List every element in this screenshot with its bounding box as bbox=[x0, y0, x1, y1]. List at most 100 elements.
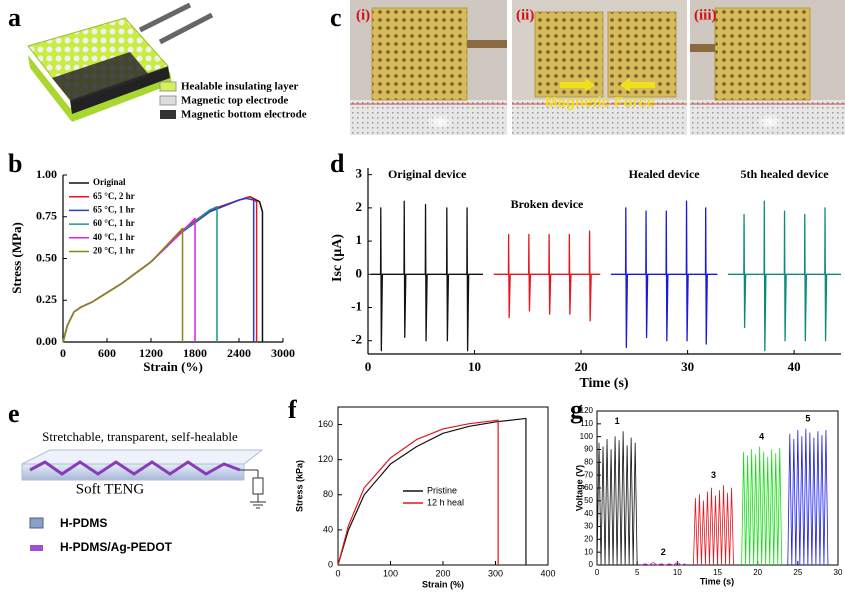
legend-text: 65 °C, 1 hr bbox=[93, 204, 135, 214]
x-tick-label: 25 bbox=[793, 568, 802, 577]
x-tick-label: 30 bbox=[681, 359, 694, 374]
series-label: Healed device bbox=[629, 167, 701, 181]
x-axis-label: Time (s) bbox=[700, 576, 734, 586]
device-illustration bbox=[27, 2, 214, 122]
series-line bbox=[493, 230, 601, 322]
panel-label: a bbox=[8, 3, 21, 32]
y-tick-label: 0 bbox=[328, 559, 333, 569]
y-tick-label: 0.25 bbox=[36, 292, 57, 306]
y-tick-label: 0.00 bbox=[36, 334, 57, 348]
y-tick-label: 0 bbox=[356, 265, 363, 280]
x-tick-label: 0 bbox=[595, 568, 600, 577]
y-axis-label: Voltage (V) bbox=[574, 465, 584, 511]
photo-label: (iii) bbox=[694, 7, 717, 23]
x-tick-label: 1800 bbox=[183, 346, 207, 360]
y-tick-label: 110 bbox=[580, 419, 593, 428]
legend-swatch bbox=[159, 95, 177, 106]
x-tick-label: 1200 bbox=[139, 346, 163, 360]
legend-text: 20 °C, 1 hr bbox=[93, 246, 135, 256]
y-tick-label: 160 bbox=[318, 419, 333, 429]
series-label: 2 bbox=[661, 547, 666, 557]
series-line bbox=[596, 431, 638, 566]
series-line bbox=[741, 446, 783, 566]
x-tick-label: 5 bbox=[635, 568, 640, 577]
x-tick-label: 20 bbox=[575, 359, 588, 374]
legend-text: Original bbox=[93, 177, 126, 187]
y-tick-label: 30 bbox=[584, 522, 593, 531]
series-label: 3 bbox=[711, 470, 716, 480]
legend-text: 12 h heal bbox=[427, 497, 464, 507]
x-axis-label: Strain (%) bbox=[143, 359, 203, 374]
x-axis-label: Strain (%) bbox=[422, 579, 464, 589]
y-tick-label: 100 bbox=[580, 432, 594, 441]
panel-label: e bbox=[8, 399, 20, 428]
y-tick-label: 50 bbox=[584, 496, 593, 505]
photo bbox=[350, 0, 507, 135]
legend-text: Healable insulating layer bbox=[181, 81, 298, 93]
legend-text: 60 °C, 1 hr bbox=[93, 218, 135, 228]
y-tick-label: 80 bbox=[584, 457, 593, 466]
photo-label: (ii) bbox=[516, 7, 534, 23]
x-tick-label: 3000 bbox=[271, 346, 295, 360]
y-tick-label: 0.75 bbox=[36, 209, 57, 223]
photo bbox=[690, 0, 845, 135]
teng-diagram bbox=[21, 449, 266, 509]
x-tick-label: 100 bbox=[383, 568, 398, 578]
legend-text: Pristine bbox=[427, 485, 457, 495]
y-tick-label: -1 bbox=[351, 298, 362, 313]
legend-text: Magnetic top electrode bbox=[181, 95, 288, 107]
x-tick-label: 15 bbox=[713, 568, 722, 577]
diagram-caption: Stretchable, transparent, self-healable bbox=[42, 429, 238, 444]
series-label: 5 bbox=[805, 413, 810, 423]
legend-text: H-PDMS bbox=[60, 516, 107, 530]
photo bbox=[512, 0, 687, 135]
y-tick-label: 2 bbox=[356, 199, 363, 214]
y-tick-label: 3 bbox=[356, 166, 363, 181]
legend-swatch bbox=[30, 545, 43, 551]
x-tick-label: 300 bbox=[488, 568, 503, 578]
panel-label: f bbox=[288, 395, 297, 424]
x-tick-label: 10 bbox=[673, 568, 682, 577]
series-line bbox=[371, 200, 484, 352]
panel-label: c bbox=[330, 3, 342, 32]
x-tick-label: 40 bbox=[788, 359, 801, 374]
y-axis-label: Stress (MPa) bbox=[9, 222, 24, 294]
series-line bbox=[337, 419, 499, 566]
y-tick-label: 0 bbox=[589, 560, 594, 569]
legend-text: Magnetic bottom electrode bbox=[181, 109, 307, 121]
legend-text: 40 °C, 1 hr bbox=[93, 232, 135, 242]
legend-text: H-PDMS/Ag-PEDOT bbox=[60, 540, 173, 554]
series-line bbox=[641, 562, 686, 566]
legend-swatch bbox=[159, 81, 177, 92]
series-label: Broken device bbox=[511, 197, 584, 211]
y-tick-label: 0.50 bbox=[36, 250, 57, 264]
panel-label: b bbox=[8, 149, 22, 178]
y-tick-label: -2 bbox=[351, 332, 362, 347]
series-label: 5th healed device bbox=[741, 167, 830, 181]
legend-text: 65 °C, 2 hr bbox=[93, 191, 135, 201]
y-tick-label: 40 bbox=[323, 524, 333, 534]
series-line bbox=[610, 200, 718, 349]
series-label: 1 bbox=[615, 416, 620, 426]
panel-label: g bbox=[570, 395, 583, 424]
legend-swatch bbox=[160, 110, 176, 119]
series-line bbox=[728, 200, 841, 352]
x-tick-label: 0 bbox=[335, 568, 340, 578]
x-tick-label: 2400 bbox=[227, 346, 251, 360]
series-line bbox=[787, 428, 829, 566]
y-axis-label: Stress (kPa) bbox=[294, 460, 304, 512]
series-line bbox=[693, 485, 734, 566]
x-tick-label: 20 bbox=[753, 568, 762, 577]
y-tick-label: 20 bbox=[584, 534, 593, 543]
x-tick-label: 200 bbox=[435, 568, 450, 578]
legend-swatch bbox=[29, 517, 44, 529]
series-label: Original device bbox=[388, 167, 467, 181]
x-tick-label: 30 bbox=[834, 568, 843, 577]
y-tick-label: 40 bbox=[584, 509, 593, 518]
x-tick-label: 600 bbox=[98, 346, 116, 360]
panel-label: d bbox=[330, 149, 345, 178]
x-tick-label: 0 bbox=[365, 359, 372, 374]
series-line bbox=[337, 417, 527, 566]
y-tick-label: 80 bbox=[323, 489, 333, 499]
